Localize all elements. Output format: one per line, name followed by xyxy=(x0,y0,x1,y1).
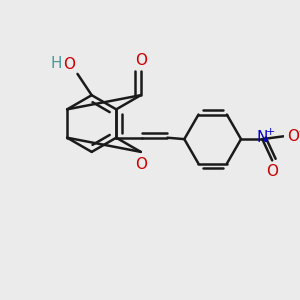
Text: O: O xyxy=(287,129,299,144)
Text: H: H xyxy=(51,56,62,71)
Text: +: + xyxy=(266,127,275,136)
Text: N: N xyxy=(256,130,268,145)
Text: O: O xyxy=(135,157,147,172)
Text: O: O xyxy=(135,53,147,68)
Text: O: O xyxy=(64,57,76,72)
Text: -: - xyxy=(299,125,300,140)
Text: O: O xyxy=(266,164,278,179)
